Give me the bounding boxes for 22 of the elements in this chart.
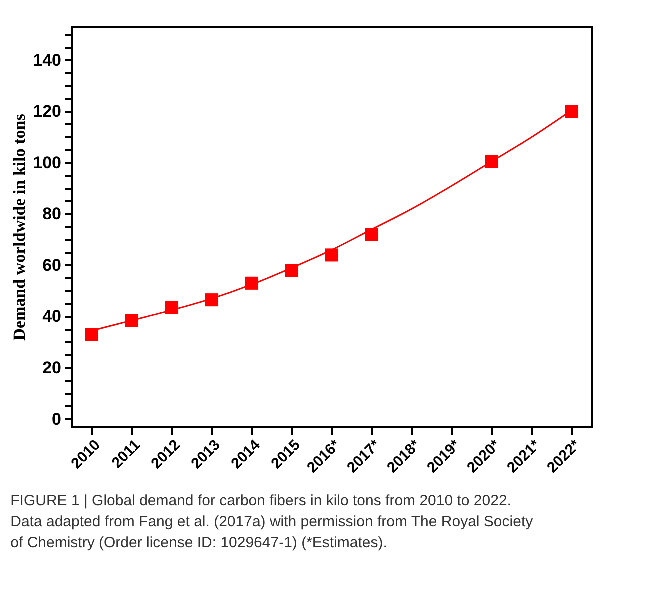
text: Data adapted from Fang et al. (2017a) with permission from The Royal Society [10,513,534,530]
point [85,328,99,342]
y-tick-label: 120 [33,102,62,122]
text: of Chemistry (Order license ID: 1029647-1) (*Estimates). [10,534,388,552]
point [125,314,139,328]
point [285,264,299,278]
point [365,228,379,242]
point [205,294,219,307]
y-tick-label: 40 [42,307,62,326]
point [165,301,179,314]
point [245,276,259,290]
y-axis-title: Demand worldwide in kilo tons [10,114,30,341]
y-tick-label: 20 [42,358,62,378]
point [485,155,499,168]
y-tick-label: 100 [33,153,62,172]
y-tick-label: 140 [33,50,62,70]
y-tick-label: 60 [42,256,62,275]
point [325,248,339,262]
caption: FIGURE 1 | Global demand for carbon fibers in kilo tons from 2010 to 2022. [10,492,512,510]
point [565,105,579,118]
y-tick-label: 0 [52,410,62,429]
y-tick-label: 80 [42,204,62,224]
